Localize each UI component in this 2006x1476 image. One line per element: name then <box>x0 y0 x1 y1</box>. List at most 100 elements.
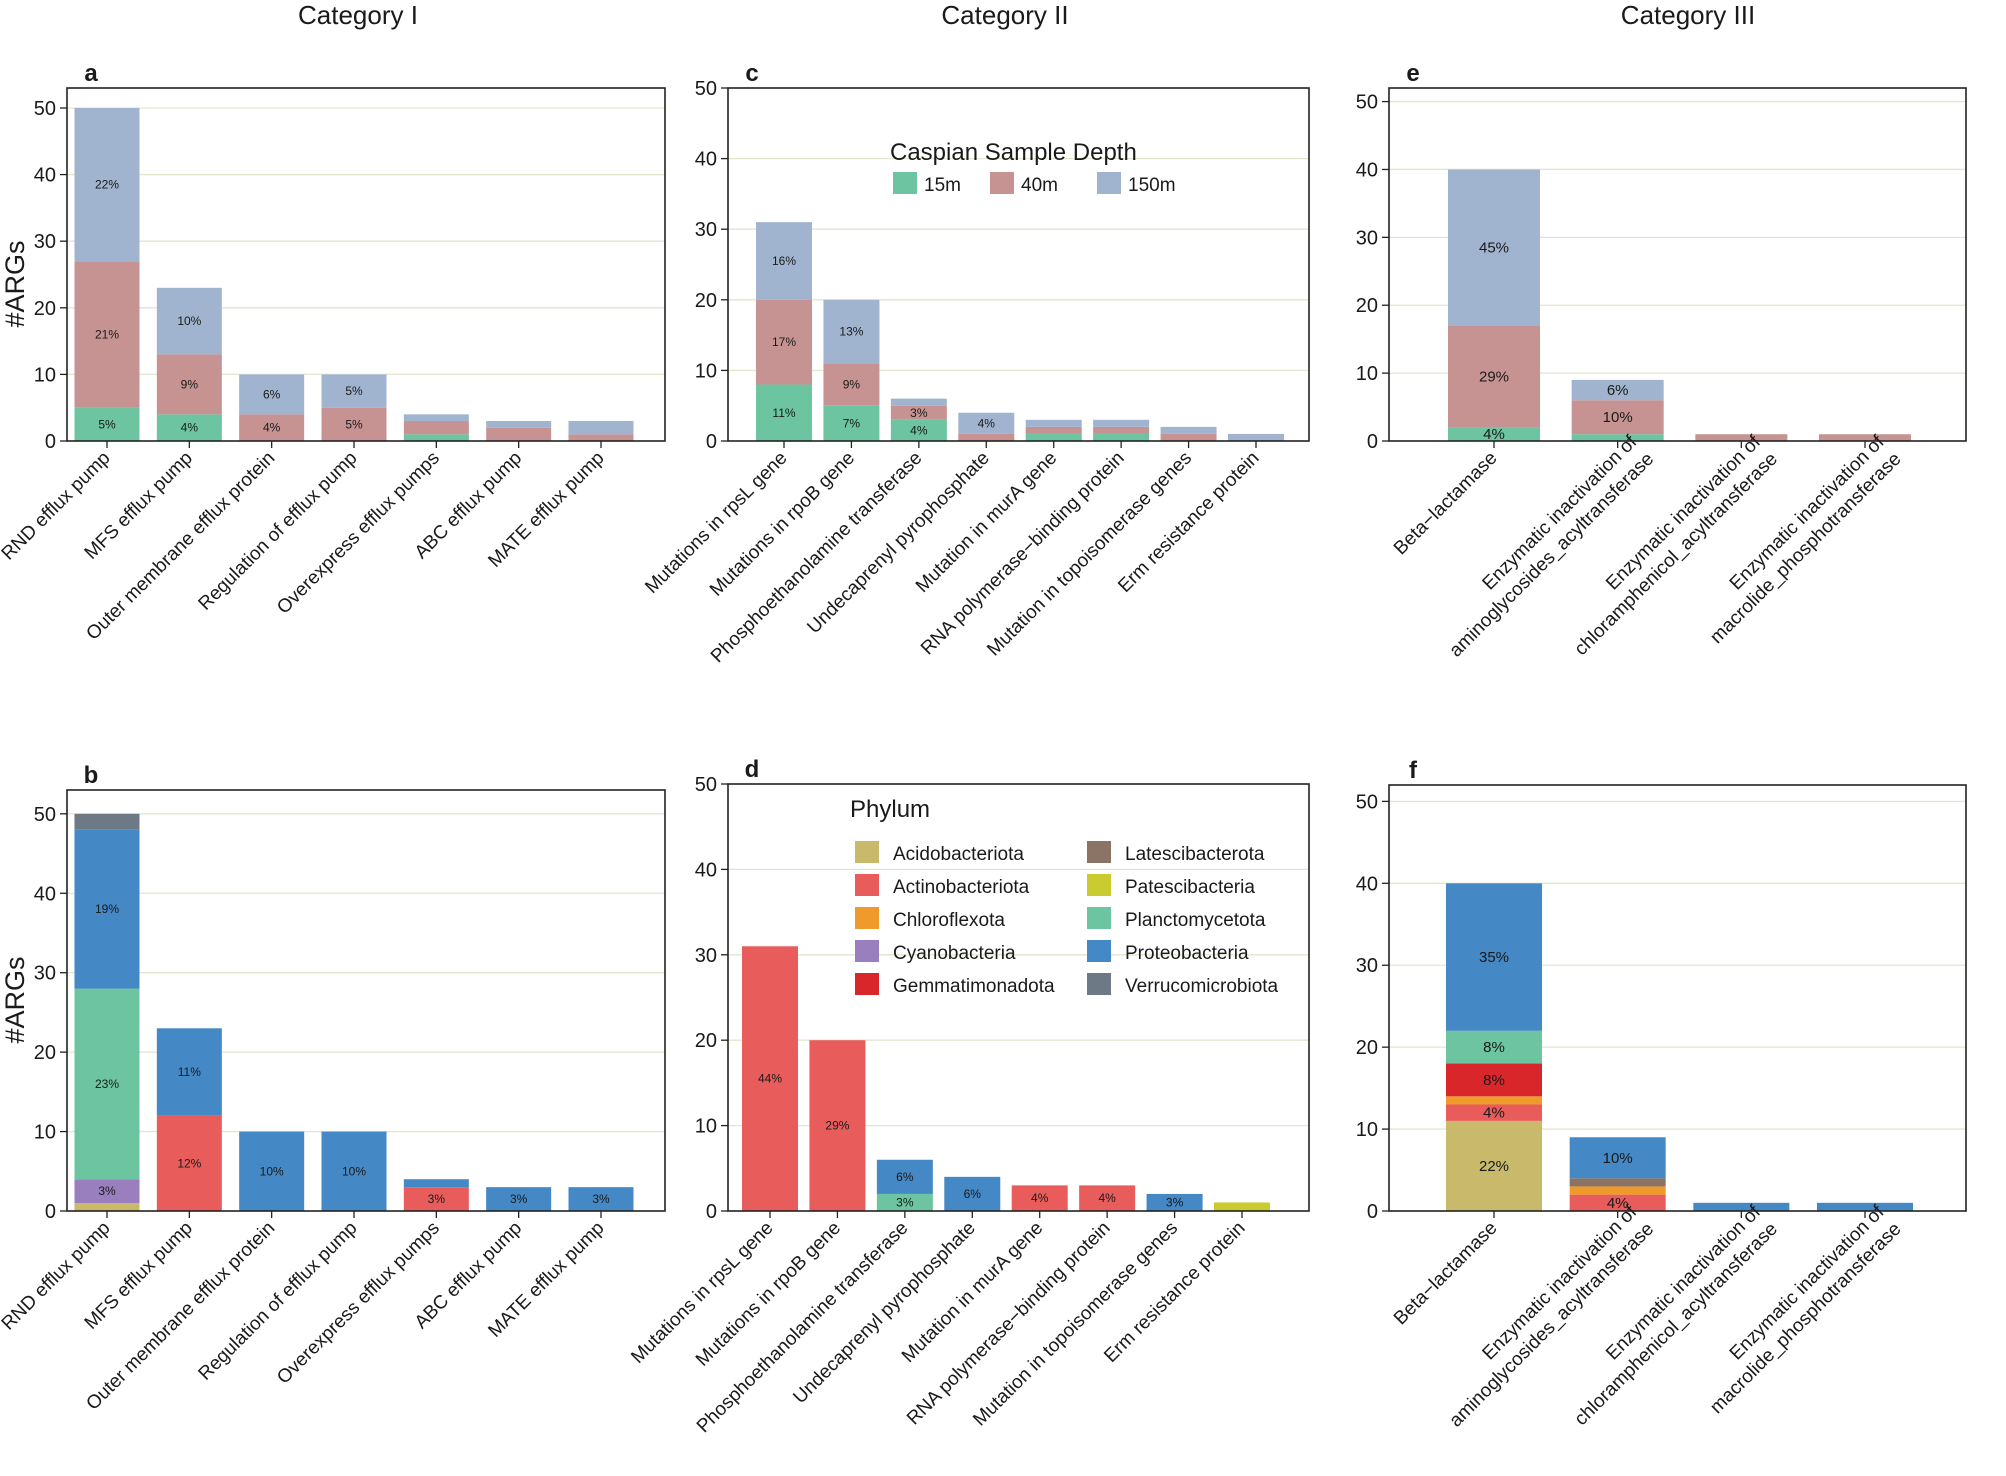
y-tick-label: 50 <box>1356 791 1378 813</box>
bar-f-gemmatimonadota-0 <box>1446 1063 1542 1097</box>
y-tick-label: 40 <box>1356 873 1378 895</box>
x-tick-label: Regulation of efflux pump <box>195 1218 362 1385</box>
y-tick-label: 0 <box>45 431 56 453</box>
data-label: 7% <box>843 416 861 430</box>
y-tick-label: 50 <box>695 774 717 796</box>
bar-c-150m-5 <box>1093 419 1150 427</box>
data-label: 3% <box>896 1195 914 1209</box>
data-label: 45% <box>1479 240 1509 257</box>
bar-f-latescibacterota-1 <box>1569 1178 1666 1187</box>
data-label: 29% <box>825 1119 849 1133</box>
bar-c-150m-2 <box>890 398 947 406</box>
y-tick-label: 10 <box>695 360 717 382</box>
bar-d-patescibacteria-7 <box>1214 1202 1270 1211</box>
bar-a-15m-0 <box>74 407 140 441</box>
phylum-legend: Phylum Acidobacteriota Actinobacteriota Chl… <box>850 796 1279 997</box>
bar-c-40m-4 <box>1025 426 1082 434</box>
data-label: 22% <box>1479 1158 1509 1175</box>
data-label: 3% <box>592 1192 610 1206</box>
bar-a-40m-6 <box>568 434 634 441</box>
legend-swatch-planctomycetota <box>1087 907 1111 929</box>
y-tick-label: 30 <box>1356 227 1378 249</box>
legend-swatch-cyanobacteria <box>855 940 879 962</box>
data-label: 16% <box>772 254 796 268</box>
data-label: 10% <box>342 1164 366 1178</box>
bar-b-proteobacteria-4 <box>403 1179 469 1188</box>
y-tick-label: 40 <box>34 165 56 187</box>
data-label: 3% <box>1166 1195 1184 1209</box>
y-tick-label: 40 <box>1356 159 1378 181</box>
x-tick-label: Erm resistance protein <box>1100 1218 1249 1367</box>
bar-b-actinobacteriota-4 <box>403 1187 469 1211</box>
bar-a-150m-4 <box>403 414 469 422</box>
bar-f-acidobacteriota-0 <box>1446 1120 1542 1211</box>
data-label: 6% <box>896 1170 914 1184</box>
bar-e-15m-1 <box>1571 434 1664 441</box>
y-tick-label: 20 <box>695 1030 717 1052</box>
bar-a-40m-0 <box>74 261 140 408</box>
legend-swatch-latescibacterota <box>1087 841 1111 863</box>
y-tick-label: 30 <box>1356 955 1378 977</box>
bar-b-proteobacteria-0 <box>74 829 140 989</box>
data-label: 3% <box>910 406 928 420</box>
legend-swatch-chloroflexota <box>855 907 879 929</box>
y-tick-label: 20 <box>34 298 56 320</box>
bar-a-40m-3 <box>321 407 387 441</box>
data-label: 5% <box>345 384 363 398</box>
legend-swatch-40m <box>990 172 1014 194</box>
data-label: 8% <box>1483 1039 1505 1056</box>
bar-a-150m-2 <box>239 374 305 415</box>
bar-a-40m-1 <box>156 354 222 415</box>
data-label: 3% <box>98 1184 116 1198</box>
bar-f-proteobacteria-2 <box>1693 1202 1790 1211</box>
data-label: 44% <box>758 1072 782 1086</box>
x-tick-label: Overexpress efflux pumps <box>273 448 444 619</box>
legend-swatch-actinobacteriota <box>855 874 879 896</box>
data-label: 11% <box>178 1065 201 1079</box>
data-label: 4% <box>181 421 199 435</box>
phylum-legend-title: Phylum <box>850 796 930 823</box>
column-title-3: Category III <box>1621 0 1755 30</box>
legend-label-acidobacteriota: Acidobacteriota <box>893 844 1024 865</box>
bar-b-acidobacteriota-0 <box>74 1203 140 1211</box>
legend-swatch-150m <box>1097 172 1121 194</box>
bar-e-150m-0 <box>1448 169 1540 326</box>
bar-a-15m-1 <box>156 414 222 441</box>
data-label: 3% <box>428 1192 446 1206</box>
bar-d-proteobacteria-3 <box>944 1176 1001 1211</box>
y-tick-label: 20 <box>1356 295 1378 317</box>
y-tick-label: 50 <box>1356 92 1378 114</box>
data-label: 19% <box>95 902 119 916</box>
bar-a-15m-4 <box>403 434 469 441</box>
data-label: 8% <box>1483 1072 1505 1089</box>
y-tick-label: 0 <box>706 431 717 453</box>
y-tick-label: 0 <box>706 1201 717 1223</box>
depth-legend-title: Caspian Sample Depth <box>890 139 1137 166</box>
data-label: 4% <box>1483 1105 1505 1122</box>
bar-c-150m-1 <box>823 299 880 364</box>
bar-a-40m-4 <box>403 421 469 435</box>
bar-c-15m-5 <box>1093 433 1150 441</box>
bar-b-actinobacteriota-1 <box>156 1115 222 1211</box>
panel-letter-c: c <box>745 60 758 87</box>
data-label: 10% <box>1603 409 1633 426</box>
data-label: 4% <box>1607 1195 1629 1212</box>
data-label: 35% <box>1479 949 1509 966</box>
data-label: 6% <box>263 387 281 401</box>
bar-d-proteobacteria-6 <box>1146 1193 1203 1211</box>
data-label: 29% <box>1479 369 1509 386</box>
bar-e-15m-0 <box>1448 427 1540 441</box>
bar-c-40m-2 <box>890 405 947 420</box>
y-tick-label: 20 <box>34 1042 56 1064</box>
data-label: 4% <box>1098 1191 1116 1205</box>
legend-swatch-patescibacteria <box>1087 874 1111 896</box>
y-tick-label: 50 <box>34 804 56 826</box>
x-tick-label: Enzymatic inactivation ofchloramphenicol… <box>1554 1201 1783 1430</box>
data-label: 13% <box>839 325 863 339</box>
bar-d-actinobacteriota-4 <box>1011 1185 1068 1211</box>
y-axis-label: #ARGs <box>0 240 30 327</box>
bar-c-150m-0 <box>756 222 812 300</box>
legend-label-latescibacterota: Latescibacterota <box>1125 844 1265 865</box>
bar-b-proteobacteria-6 <box>568 1187 634 1211</box>
y-tick-label: 40 <box>695 859 717 881</box>
